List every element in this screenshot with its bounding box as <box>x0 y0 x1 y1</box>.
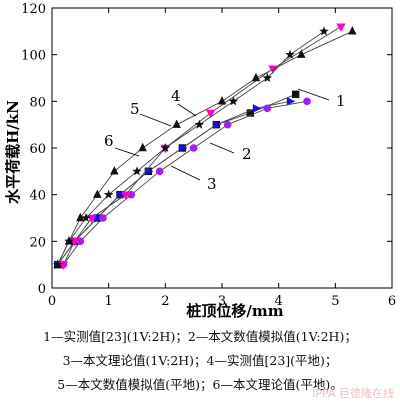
data-point <box>246 109 255 117</box>
callout-leader-4 <box>177 103 197 117</box>
series-2 <box>54 97 296 269</box>
data-point <box>228 96 239 106</box>
data-point <box>189 144 198 152</box>
data-point <box>81 213 91 223</box>
y-tick-label: 60 <box>29 142 46 157</box>
data-point <box>252 104 262 113</box>
callout-label-1: 1 <box>336 92 346 110</box>
callout-label-2: 2 <box>242 145 252 163</box>
series-line <box>62 100 308 265</box>
data-point <box>251 72 261 82</box>
x-tick-label: 6 <box>388 294 396 309</box>
data-point <box>291 90 300 99</box>
callout-leader-1 <box>297 88 330 101</box>
data-point <box>194 119 205 129</box>
data-point <box>179 143 188 153</box>
data-point <box>263 104 272 113</box>
y-tick-label: 40 <box>29 189 46 204</box>
series-5 <box>53 26 357 268</box>
callout-leader-3 <box>170 165 201 181</box>
series-group <box>52 23 357 270</box>
data-point <box>99 214 107 222</box>
data-point <box>286 97 296 106</box>
callout-leader-5 <box>139 113 172 127</box>
data-point <box>160 143 171 153</box>
series-6 <box>52 26 329 269</box>
x-tick-label: 0 <box>48 294 56 309</box>
x-axis-label: 桩顶位移/mm <box>186 302 283 320</box>
data-point <box>155 167 164 176</box>
data-point <box>110 166 119 175</box>
data-point <box>285 49 295 59</box>
y-tick-label: 120 <box>21 2 46 17</box>
x-tick-label: 1 <box>105 294 113 309</box>
series-4 <box>58 23 346 270</box>
data-point <box>223 120 232 129</box>
data-point <box>262 73 273 83</box>
callout-leader-2 <box>209 142 235 154</box>
series-line <box>57 30 353 265</box>
watermark: IPPA 巨德隆在线 <box>312 387 394 400</box>
legend-line-3: 5—本文数值模拟值(平地)；6—本文理论值(平地)。 <box>57 377 343 392</box>
data-point <box>76 212 85 222</box>
data-point <box>64 236 74 246</box>
data-point <box>132 166 142 176</box>
data-point <box>303 97 311 106</box>
data-point <box>172 119 181 128</box>
callout-label-3: 3 <box>207 175 217 193</box>
data-point <box>93 189 102 198</box>
data-point <box>103 189 114 199</box>
y-tick-label: 0 <box>38 282 46 297</box>
y-axis-label: 水平荷载H/kN <box>4 100 22 204</box>
data-point <box>138 142 147 152</box>
data-point <box>205 109 216 119</box>
series-3 <box>59 97 311 269</box>
x-tick-label: 4 <box>275 294 283 309</box>
y-tick-label: 20 <box>29 235 46 250</box>
x-tick-label: 2 <box>161 294 169 309</box>
callout-label-5: 5 <box>130 100 140 118</box>
callout-label-4: 4 <box>171 87 181 105</box>
data-point <box>348 26 357 35</box>
y-tick-label: 100 <box>21 49 46 64</box>
callouts-group: 1 2 3 4 56 <box>104 87 346 193</box>
legend-line-2: 3—本文理论值(1V:2H)；4—实测值[23](平地)； <box>62 353 338 368</box>
data-point <box>336 23 346 32</box>
data-point <box>319 26 329 36</box>
callout-label-6: 6 <box>104 132 114 150</box>
data-point <box>120 191 131 200</box>
data-point <box>297 49 306 58</box>
data-point <box>94 213 103 223</box>
x-tick-label: 5 <box>331 294 339 309</box>
legend-line-1: 1—实测值[23](1V:2H)；2—本文数值模拟值(1V:2H)； <box>43 329 357 344</box>
x-tick-label: 3 <box>218 294 226 309</box>
data-point <box>116 190 126 199</box>
data-point <box>213 120 222 129</box>
data-point <box>217 96 227 105</box>
callout-leader-6 <box>114 147 140 157</box>
series-line <box>62 26 342 265</box>
data-point <box>52 259 63 269</box>
y-tick-label: 80 <box>29 95 46 110</box>
series-1 <box>53 90 300 269</box>
